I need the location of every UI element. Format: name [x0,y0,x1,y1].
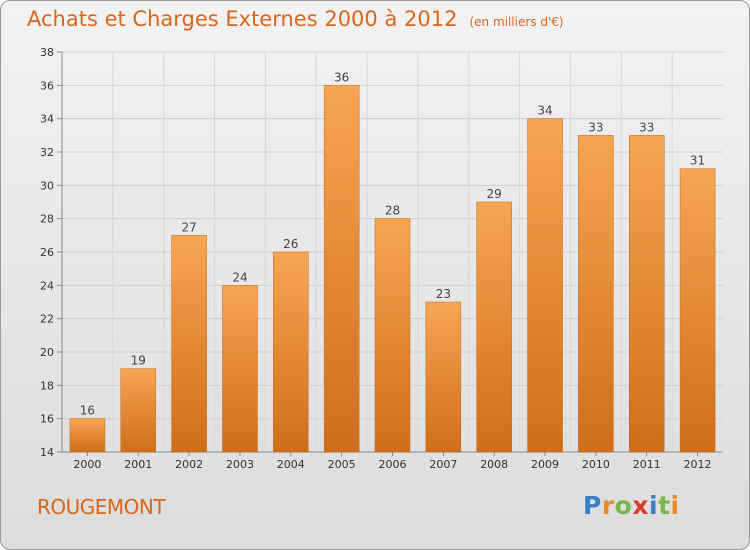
bar-2001 [120,368,157,453]
logo-letter: t [658,491,671,520]
y-tick-label: 22 [40,313,54,326]
data-label: 33 [639,120,654,134]
data-label: 23 [436,287,451,301]
data-label: 29 [487,187,502,201]
place-name: ROUGEMONT [37,495,166,519]
data-label: 27 [181,220,196,234]
x-tick-label: 2011 [633,458,661,471]
x-tick-label: 2012 [684,458,712,471]
bar-2006 [374,218,411,453]
y-tick-label: 18 [40,379,54,392]
chart-title: Achats et Charges Externes 2000 à 2012 (e… [27,7,564,31]
x-tick-label: 2010 [582,458,610,471]
y-tick-label: 20 [40,346,54,359]
chart-unit: (en milliers d'€) [469,15,564,29]
x-tick-label: 2003 [226,458,254,471]
bar-2010 [578,135,614,453]
y-tick-label: 34 [40,113,54,126]
x-tick-label: 2001 [124,458,152,471]
x-tick-label: 2007 [429,458,457,471]
y-tick-label: 36 [40,79,54,92]
logo-letter: i [670,491,680,520]
y-tick-labels: 14 16 18 20 22 24 26 28 30 32 34 36 38 [40,46,54,459]
chart-title-text: Achats et Charges Externes 2000 à 2012 [27,7,458,31]
logo-letter: o [614,491,633,520]
data-label: 28 [385,204,400,218]
x-tick-label: 2000 [73,458,101,471]
bar-2004 [273,251,309,453]
data-label: 31 [690,154,705,168]
bar-2012 [679,168,716,453]
y-tick-label: 16 [40,413,54,426]
y-tick-label: 28 [40,213,54,226]
x-tick-label: 2004 [277,458,305,471]
bar-2000 [69,418,106,453]
x-tick-label: 2008 [480,458,508,471]
x-tick-labels: 2000 2001 2002 2003 2004 2005 2006 2007 2008 2009… [73,458,711,471]
x-tick-label: 2005 [328,458,356,471]
bar-2009 [527,118,563,453]
logo-letter: i [649,491,659,520]
x-tick-label: 2002 [175,458,203,471]
data-label: 16 [80,404,95,418]
logo-letter: r [601,491,615,520]
data-label: 26 [283,237,298,251]
y-tick-label: 26 [40,246,54,259]
bar-2005 [323,85,360,453]
data-label: 24 [232,270,247,284]
data-label: 19 [131,354,146,368]
y-tick-label: 14 [40,446,54,459]
x-tick-label: 2009 [531,458,559,471]
data-label: 34 [537,104,552,118]
y-tick-label: 32 [40,146,54,159]
bar-2011 [628,135,665,453]
bar-2003 [222,285,258,453]
logo-letter: x [632,491,649,520]
y-tick-label: 38 [40,46,54,59]
data-labels: 16 19 27 24 26 36 28 23 29 34 33 33 31 [80,70,705,417]
data-label: 33 [588,120,603,134]
bar-2008 [476,201,512,453]
x-tick-label: 2006 [379,458,407,471]
y-tick-label: 24 [40,279,54,292]
chart-bars [69,85,716,453]
proxiti-logo[interactable]: Proxiti [583,491,680,520]
logo-letter: P [583,491,602,520]
y-tick-label: 30 [40,179,54,192]
data-label: 36 [334,70,349,84]
bar-2002 [171,235,207,453]
bar-2007 [425,301,462,453]
